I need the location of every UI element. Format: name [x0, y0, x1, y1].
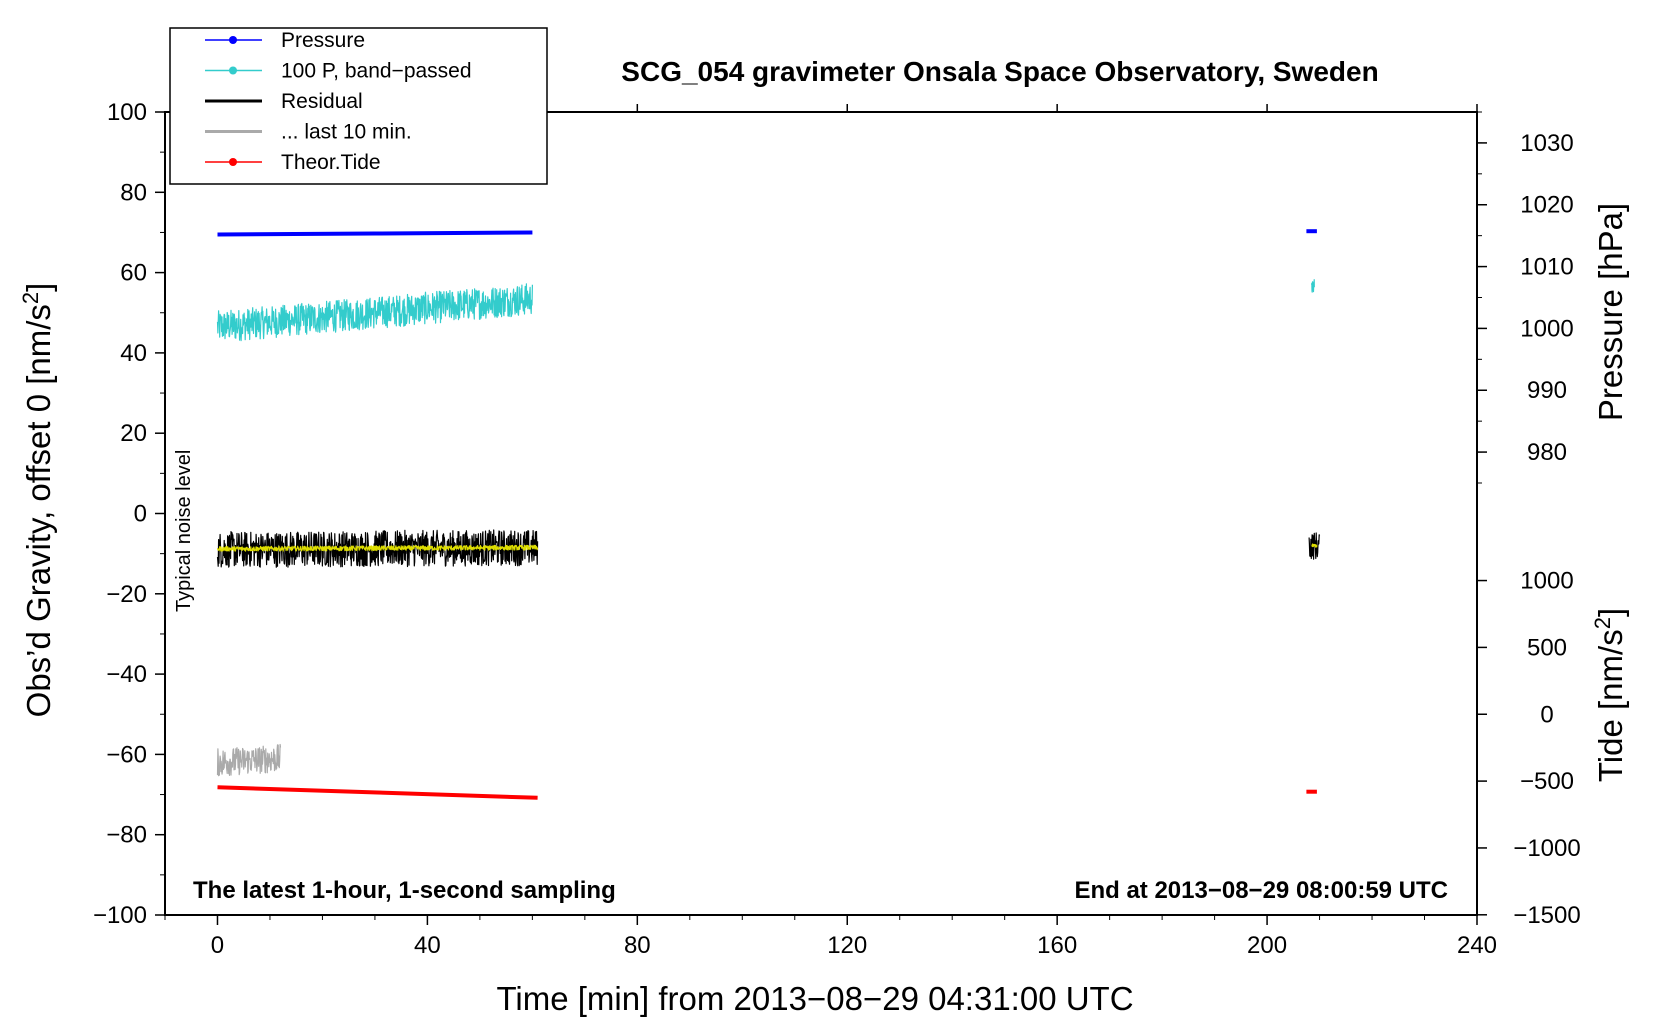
y-axis-title-left-end: ]	[20, 283, 57, 292]
chart-title: SCG_054 gravimeter Onsala Space Observat…	[621, 56, 1378, 87]
legend-label: 100 P, band−passed	[281, 60, 472, 83]
pressure-tick-label: 1030	[1520, 130, 1573, 157]
x-tick-label: 200	[1247, 932, 1287, 959]
y-axis-title-tide-main: Tide [nm/s	[1592, 629, 1629, 782]
tide-tick-label: −1000	[1513, 835, 1580, 862]
legend-swatch-dot	[229, 66, 237, 75]
legend-label: Pressure	[281, 29, 365, 52]
noise-level-label: Typical noise level	[173, 450, 195, 612]
pressure-tick-label: 1000	[1520, 315, 1573, 342]
legend-label: Theor.Tide	[281, 151, 381, 174]
series-line-0-segment-0	[217, 230, 533, 237]
x-axis-title: Time [min] from 2013−08−29 04:31:00 UTC	[496, 980, 1133, 1017]
y-tick-label: −40	[106, 661, 147, 688]
y-tick-label: 0	[134, 501, 147, 528]
y-tick-label: −20	[106, 581, 147, 608]
legend-label: ... last 10 min.	[281, 121, 412, 144]
y-tick-label: 20	[120, 420, 147, 447]
series-line-1-segment-1	[1311, 279, 1315, 293]
pressure-tick-label: 980	[1527, 439, 1567, 466]
legend-label: Residual	[281, 90, 363, 113]
y-axis-title-pressure: Pressure [hPa]	[1592, 203, 1629, 421]
legend: Pressure 100 P, band−passed Residual ... la…	[169, 27, 548, 185]
y-axis-title-tide-end: ]	[1592, 608, 1629, 617]
tide-tick-label: 500	[1527, 634, 1567, 661]
tide-tick-label: −1500	[1513, 902, 1580, 929]
y-axis-title-tide: Tide [nm/s2]	[1590, 608, 1629, 782]
x-tick-label: 160	[1037, 932, 1077, 959]
annotation-left: The latest 1-hour, 1-second sampling	[193, 877, 616, 904]
y-tick-label: 40	[120, 340, 147, 367]
x-tick-label: 240	[1457, 932, 1497, 959]
y-axis-title-left-sup: 2	[18, 292, 43, 304]
y-axis-title-left-main: Obs’d Gravity, offset 0 [nm/s	[20, 304, 57, 717]
series-line-1-segment-0	[216, 283, 533, 342]
series-line-5-segment-0	[216, 544, 539, 552]
x-tick-label: 0	[211, 932, 224, 959]
y-tick-label: −60	[106, 741, 147, 768]
axis-ticks: 0 40 80 120 160 200 240100806040200−20−40−60−8…	[93, 99, 1581, 959]
series-line-2-segment-0	[216, 529, 539, 568]
tide-tick-label: 0	[1540, 701, 1553, 728]
y-tick-label: 80	[120, 179, 147, 206]
legend-swatch-dot	[229, 36, 237, 44]
y-tick-label: 100	[107, 99, 147, 126]
pressure-tick-label: 1010	[1520, 254, 1573, 281]
y-axis-title-tide-sup: 2	[1590, 617, 1615, 629]
y-tick-label: −100	[93, 902, 147, 929]
series-line-4-segment-0	[217, 785, 538, 800]
x-tick-label: 80	[624, 932, 651, 959]
series-layer	[216, 229, 1321, 800]
series-line-2-segment-1	[1308, 532, 1321, 560]
legend-items: Pressure 100 P, band−passed Residual ... la…	[205, 29, 472, 174]
legend-box	[169, 27, 548, 185]
y-tick-label: −80	[106, 822, 147, 849]
series-line-3-segment-0	[216, 743, 282, 777]
legend-swatch-dot	[229, 158, 237, 166]
series-line-5-segment-1	[1311, 543, 1318, 548]
y-axis-title-left: Obs’d Gravity, offset 0 [nm/s2]	[18, 283, 57, 718]
pressure-tick-label: 1020	[1520, 192, 1573, 219]
x-tick-label: 40	[414, 932, 441, 959]
annotation-right: End at 2013−08−29 08:00:59 UTC	[1074, 877, 1448, 904]
pressure-tick-label: 990	[1527, 377, 1567, 404]
y-tick-label: 60	[120, 260, 147, 287]
tide-tick-label: −500	[1520, 768, 1574, 795]
x-tick-label: 120	[827, 932, 867, 959]
tide-tick-label: 1000	[1520, 568, 1573, 595]
